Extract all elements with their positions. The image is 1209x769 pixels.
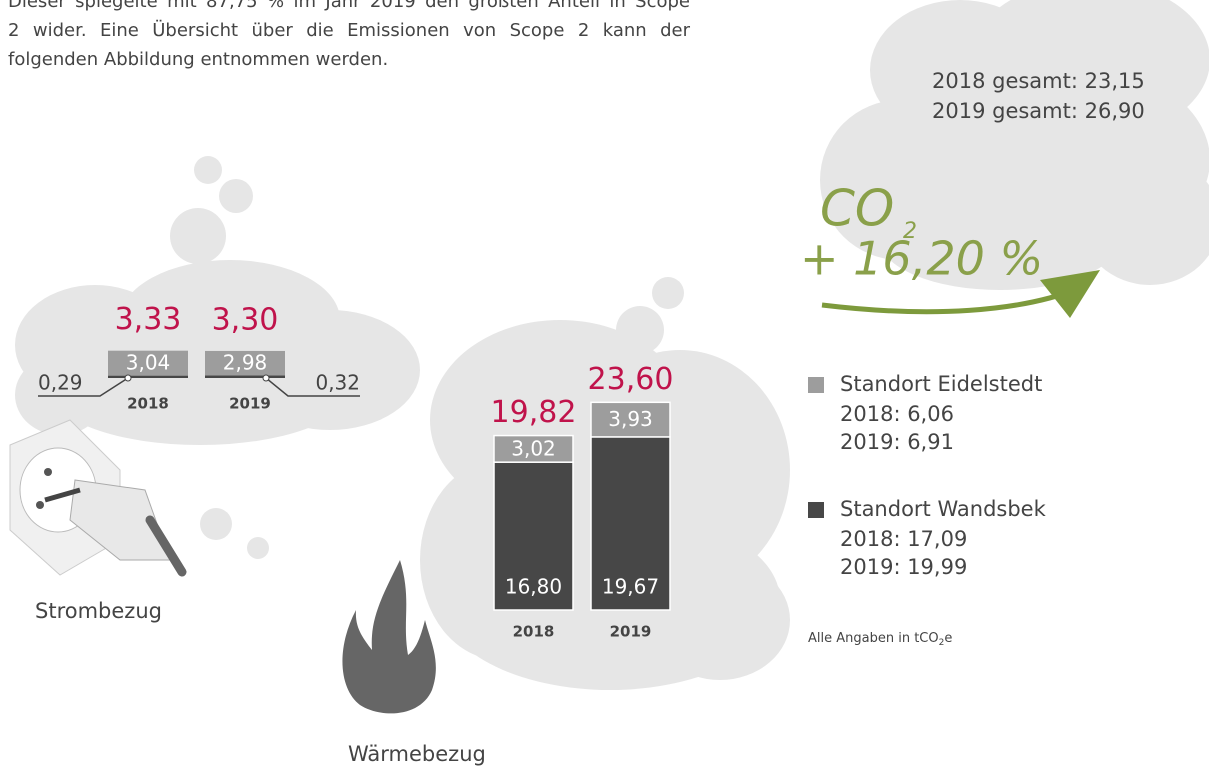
note: Alle Angaben in tCO2e bbox=[808, 631, 952, 648]
bar-segment bbox=[493, 434, 574, 463]
bar-segment bbox=[205, 375, 285, 378]
bar-segment bbox=[493, 461, 574, 611]
flame-icon bbox=[342, 560, 436, 714]
legend-name: Standort Eidelstedt bbox=[840, 372, 1042, 396]
leader-dot bbox=[262, 374, 270, 382]
intro-line: folgenden Abbildung entnommen werden. bbox=[8, 49, 389, 70]
legend-line: 2018: 17,09 bbox=[840, 527, 967, 551]
total-label: 19,82 bbox=[491, 395, 577, 430]
legend-line: 2019: 6,91 bbox=[840, 430, 954, 454]
year-label: 2019 bbox=[229, 395, 271, 413]
arrow bbox=[821, 285, 1081, 315]
total-2018: 2018 gesamt: 23,15 bbox=[932, 69, 1145, 93]
change-label: + 16,20 % bbox=[800, 232, 1043, 286]
note-sub: 2 bbox=[939, 638, 945, 648]
bar-label: 3,04 bbox=[126, 351, 171, 375]
intro-line: 2 wider. Eine Übersicht über die Emissio… bbox=[8, 20, 690, 41]
note-text: Alle Angaben in tCO bbox=[808, 631, 939, 646]
plug-icon bbox=[9, 419, 187, 577]
leader-line bbox=[265, 377, 360, 397]
total-label: 3,30 bbox=[212, 302, 279, 337]
bar-label: 2,98 bbox=[223, 351, 268, 375]
total-2019: 2019 gesamt: 26,90 bbox=[932, 99, 1145, 123]
total-label: 3,33 bbox=[115, 302, 182, 337]
bar-segment bbox=[108, 350, 188, 376]
bar-segment bbox=[590, 436, 671, 611]
bar-label: 0,32 bbox=[315, 371, 360, 395]
legend-line: 2018: 6,06 bbox=[840, 402, 954, 426]
waerme-label: Wärmebezug bbox=[348, 742, 486, 766]
leader-line bbox=[38, 377, 129, 397]
year-label: 2018 bbox=[513, 623, 555, 641]
year-label: 2018 bbox=[127, 395, 169, 413]
strom-label: Strombezug bbox=[35, 599, 162, 623]
bar-label: 19,67 bbox=[602, 575, 659, 599]
bar-label: 3,02 bbox=[511, 436, 556, 460]
year-label: 2019 bbox=[610, 623, 652, 641]
bar-label: 3,93 bbox=[608, 407, 653, 431]
bar-segment bbox=[205, 350, 285, 376]
legend-line: 2019: 19,99 bbox=[840, 555, 967, 579]
co-label: CO bbox=[820, 180, 894, 238]
note-text: e bbox=[944, 631, 952, 646]
arrow-head bbox=[1040, 270, 1100, 318]
intro-line: Dieser spiegelte mit 87,75 % im Jahr 201… bbox=[8, 0, 690, 12]
co-sub: 2 bbox=[903, 219, 917, 244]
bar-label: 0,29 bbox=[38, 371, 83, 395]
intro-text: Dieser spiegelte mit 87,75 % im Jahr 201… bbox=[8, 0, 690, 74]
legend-swatch bbox=[808, 502, 824, 518]
legend-name: Standort Wandsbek bbox=[840, 497, 1047, 521]
bar-label: 16,80 bbox=[505, 575, 562, 599]
bar-segment bbox=[590, 401, 671, 438]
legend-swatch bbox=[808, 377, 824, 393]
leader-dot bbox=[124, 374, 132, 382]
bar-segment bbox=[108, 375, 188, 378]
total-label: 23,60 bbox=[588, 362, 674, 397]
